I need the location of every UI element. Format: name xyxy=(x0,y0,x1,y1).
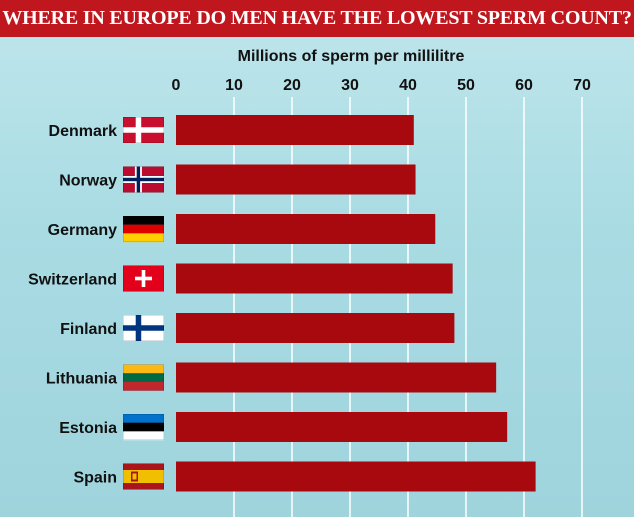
x-tick-label: 30 xyxy=(341,77,359,94)
category-label: Lithuania xyxy=(46,371,117,388)
x-tick-label: 20 xyxy=(283,77,301,94)
spain-flag-icon xyxy=(123,463,164,490)
bar-spain xyxy=(176,461,536,492)
bar-finland xyxy=(176,313,455,343)
x-tick-label: 70 xyxy=(573,77,591,94)
category-label: Estonia xyxy=(59,420,117,437)
denmark-flag-icon xyxy=(123,117,164,143)
category-label: Finland xyxy=(60,321,117,338)
category-label: Switzerland xyxy=(28,272,117,289)
x-tick-label: 0 xyxy=(172,77,181,94)
bar-germany xyxy=(176,214,436,244)
category-label: Spain xyxy=(73,470,117,487)
bar-switzerland xyxy=(176,263,453,294)
bar-norway xyxy=(176,164,416,195)
x-axis-title: Millions of sperm per millilitre xyxy=(238,48,465,65)
norway-flag-icon xyxy=(123,166,164,193)
lithuania-flag-icon xyxy=(123,364,164,391)
category-label: Norway xyxy=(59,173,117,190)
category-label: Germany xyxy=(48,222,117,239)
category-label: Denmark xyxy=(49,123,118,140)
switzerland-flag-icon xyxy=(123,265,164,292)
finland-flag-icon xyxy=(123,315,164,341)
germany-flag-icon xyxy=(123,216,164,243)
bar-lithuania xyxy=(176,362,497,393)
x-tick-label: 60 xyxy=(515,77,533,94)
x-tick-label: 40 xyxy=(399,77,417,94)
bar-estonia xyxy=(176,412,508,442)
chart-title: WHERE IN EUROPE DO MEN HAVE THE LOWEST S… xyxy=(0,0,634,37)
x-tick-label: 10 xyxy=(225,77,243,94)
x-tick-label: 50 xyxy=(457,77,475,94)
bar-denmark xyxy=(176,115,414,145)
estonia-flag-icon xyxy=(123,414,164,441)
